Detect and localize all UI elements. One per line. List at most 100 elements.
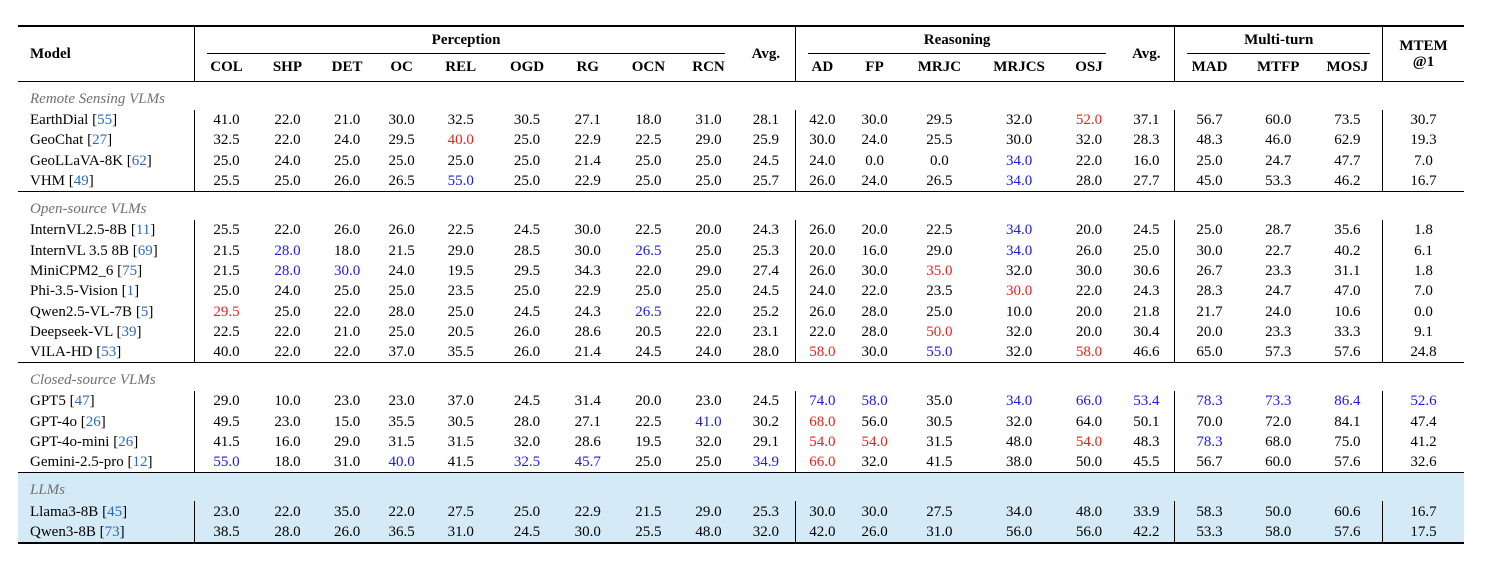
value-cell: 28.0 [388,303,415,320]
value-cell: 64.0 [1075,413,1103,430]
value-cell: 24.3 [574,303,601,320]
model-name: MiniCPM2_6 [75] [30,262,143,279]
value-cell: 48.3 [1174,130,1244,151]
citation-link[interactable]: 11 [135,222,151,239]
table-row: Deepseek-VL [39] 22.5 22.0 21.0 25.0 20.5 26.0… [18,321,1464,342]
citation-link[interactable]: 27 [92,132,108,149]
citation-link[interactable]: 73 [104,523,120,540]
value-cell: 22.5 [635,413,662,430]
value-cell: 28.3 [1174,281,1244,302]
value-cell: 32.5 [513,454,541,471]
value-cell: 28.0 [861,303,888,320]
model-label: GPT-4o-mini [30,434,110,450]
value-cell: 29.5 [926,112,953,129]
value-cell: 58.0 [794,341,849,363]
value-cell: 48.0 [1005,434,1033,450]
value-cell: 26.7 [1174,260,1244,282]
value-cell: 30.0 [574,242,601,259]
value-cell: 22.0 [257,501,318,522]
value-cell: 23.0 [274,413,301,430]
value-cell: 30.0 [574,222,601,239]
value-cell: 38.0 [1005,454,1033,471]
value-cell: 31.1 [1334,262,1361,279]
value-cell: 26.5 [926,173,953,190]
value-cell: 53.3 [1265,173,1292,190]
value-cell: 35.5 [447,344,474,361]
citation-link[interactable]: 55 [97,112,113,129]
citation-link[interactable]: 49 [73,173,89,190]
value-cell: 24.5 [513,393,541,410]
citation-link[interactable]: 26 [85,413,101,430]
value-cell: 32.0 [1005,323,1033,340]
value-cell: 25.5 [926,132,953,149]
value-cell: 22.0 [376,501,427,522]
value-cell: 25.5 [194,170,258,192]
value-cell: 55.0 [926,344,953,361]
value-cell: 24.5 [752,152,779,169]
value-cell: 45.5 [1133,454,1160,471]
value-cell: 27.1 [574,112,601,129]
value-cell: 56.0 [1059,521,1119,543]
model-name: Qwen2.5-VL-7B [5] [30,303,154,320]
citation-link[interactable]: 45 [107,503,123,520]
citation-link[interactable]: 39 [121,323,137,340]
citation-link[interactable]: 62 [131,152,147,169]
value-cell: 30.5 [447,413,474,430]
value-cell: 36.5 [376,521,427,543]
value-cell: 25.0 [635,283,662,300]
value-cell: 28.0 [752,344,779,361]
value-cell: 32.0 [861,454,888,471]
citation-link[interactable]: 75 [122,262,138,279]
value-cell: 33.3 [1334,323,1361,340]
value-cell: 24.5 [495,521,559,543]
value-cell: 25.0 [388,323,415,340]
value-cell: 24.3 [752,222,779,239]
value-cell: 56.7 [1174,110,1244,131]
value-cell: 56.0 [861,413,888,430]
citation-link[interactable]: 26 [118,434,134,450]
value-cell: 24.0 [794,150,849,171]
value-cell: 60.0 [1265,112,1292,129]
value-cell: 37.0 [447,393,474,410]
value-cell: 58.0 [861,393,888,410]
value-cell: 20.5 [447,323,474,340]
citation-link[interactable]: 53 [101,344,117,361]
value-cell: 66.0 [1075,393,1103,410]
model-name: GPT-4o [26] [30,413,106,430]
value-cell: 32.0 [1005,413,1033,430]
value-cell: 34.0 [1005,222,1033,239]
header-mtem-label: MTEM [1399,38,1448,54]
header-multiturn: Multi-turn [1174,27,1383,54]
citation-link[interactable]: 1 [126,283,135,300]
value-cell: 26.5 [635,303,662,320]
value-cell: 84.1 [1334,413,1361,430]
value-cell: 24.0 [388,262,415,279]
value-cell: 28.0 [513,413,541,430]
value-cell: 24.8 [1382,341,1464,363]
value-cell: 20.0 [1075,323,1103,340]
citation-link[interactable]: 12 [132,454,148,471]
value-cell: 30.5 [513,112,541,129]
value-cell: 46.0 [1265,132,1292,149]
citation-link[interactable]: 69 [137,242,153,259]
table-row: GPT-4o [26] 49.5 23.0 15.0 35.5 30.5 28.0 27.1 2… [18,411,1464,432]
value-cell: 30.0 [1174,240,1244,261]
value-cell: 45.7 [574,454,601,471]
citation-link[interactable]: 47 [74,393,90,410]
value-cell: 57.6 [1334,344,1361,361]
citation-link[interactable]: 5 [140,303,149,320]
model-label: GeoLLaVA-8K [30,152,124,169]
value-cell: 24.0 [794,281,849,302]
column-header-mad: MAD [1174,54,1244,82]
value-cell: 25.0 [513,152,541,169]
value-cell: 47.0 [1334,283,1361,300]
section-header: Closed-source VLMs [18,362,1464,392]
model-name: GeoLLaVA-8K [62] [30,152,152,169]
model-label: Phi-3.5-Vision [30,283,118,300]
value-cell: 30.0 [1005,283,1033,300]
table-row: VILA-HD [53] 40.0 22.0 22.0 37.0 35.5 26.0 21.4… [18,341,1464,363]
value-cell: 25.0 [695,283,722,300]
value-cell: 35.6 [1334,222,1361,239]
value-cell: 20.5 [635,323,662,340]
model-label: Deepseek-VL [30,323,113,340]
